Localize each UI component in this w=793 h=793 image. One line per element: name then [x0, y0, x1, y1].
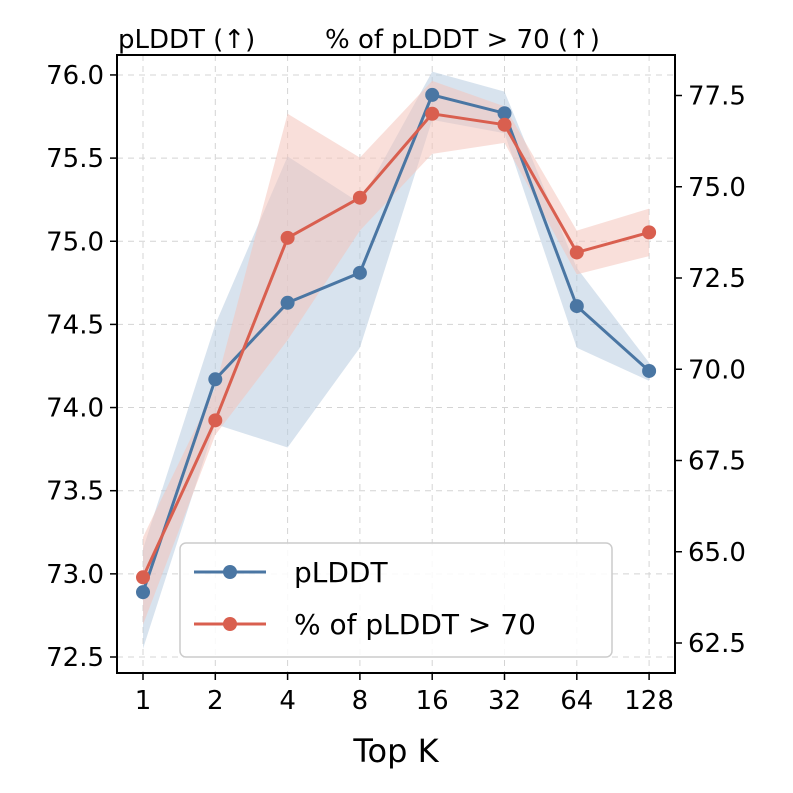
series-points: [136, 87, 657, 600]
left-axis-title: pLDDT (↑): [118, 25, 255, 55]
legend-label-pct-plddt-70: % of pLDDT > 70: [294, 608, 536, 641]
legend-box: [179, 542, 613, 658]
legend-entry-pct-plddt-70: % of pLDDT > 70: [194, 608, 536, 641]
line-plddt: [141, 93, 651, 593]
legend-entry-plddt: pLDDT: [194, 556, 388, 589]
line-pct-plddt-70: [141, 112, 650, 578]
x-tick-label: 8: [352, 686, 369, 716]
point-pct-plddt-70: [208, 413, 223, 428]
series-lines: [141, 93, 651, 593]
x-tick-label: 16: [416, 686, 449, 716]
point-pct-plddt-70: [497, 117, 512, 132]
point-plddt: [280, 295, 295, 310]
point-plddt: [136, 585, 150, 600]
point-plddt: [208, 372, 223, 387]
y-left-tick-label: 72.5: [46, 643, 104, 673]
axis-ticks: 1 2 4 8 16 32 64 128 72.5 73.0 73.5 74.0 74.5 75.0 75.…: [46, 61, 746, 716]
y-right-tick-label: 70.0: [688, 355, 746, 385]
point-pct-plddt-70: [569, 245, 584, 260]
y-left-tick-label: 75.5: [46, 144, 104, 174]
y-left-tick-label: 75.0: [46, 227, 104, 257]
y-right-tick-label: 67.5: [688, 447, 746, 477]
y-right-tick-label: 62.5: [688, 629, 746, 659]
x-tick-label: 4: [279, 686, 296, 716]
legend-marker-pct-plddt-70: [223, 617, 237, 631]
point-pct-plddt-70: [136, 570, 150, 585]
point-plddt: [425, 87, 440, 102]
point-plddt: [497, 106, 512, 121]
right-axis-title: % of pLDDT > 70 (↑): [325, 25, 600, 55]
x-tick-label: 64: [560, 686, 593, 716]
x-tick-label: 2: [207, 686, 224, 716]
y-left-tick-label: 73.0: [46, 560, 104, 590]
legend: pLDDT % of pLDDT > 70: [179, 542, 613, 658]
y-right-tick-label: 77.5: [688, 82, 746, 112]
legend-label-plddt: pLDDT: [294, 556, 388, 589]
x-tick-label: 128: [624, 686, 674, 716]
point-plddt: [642, 363, 657, 378]
point-pct-plddt-70: [425, 106, 440, 121]
y-left-tick-label: 76.0: [46, 61, 104, 91]
point-pct-plddt-70: [642, 225, 657, 240]
plot-frame: [116, 54, 676, 674]
x-tick-label: 1: [135, 686, 152, 716]
y-left-tick-label: 74.0: [46, 394, 104, 424]
y-right-tick-label: 72.5: [688, 264, 746, 294]
confidence-bands: [143, 71, 650, 649]
y-right-tick-label: 75.0: [688, 173, 746, 203]
band-pct-plddt-70: [143, 80, 650, 625]
y-left-tick-label: 73.5: [46, 477, 104, 507]
point-pct-plddt-70: [280, 230, 295, 245]
y-left-tick-label: 74.5: [46, 310, 104, 340]
x-axis-label: Top K: [352, 732, 439, 770]
x-tick-label: 32: [488, 686, 521, 716]
legend-marker-plddt: [223, 565, 237, 579]
point-plddt: [569, 299, 584, 314]
point-pct-plddt-70: [352, 190, 367, 205]
y-right-tick-label: 65.0: [688, 538, 746, 568]
point-plddt: [352, 265, 367, 280]
